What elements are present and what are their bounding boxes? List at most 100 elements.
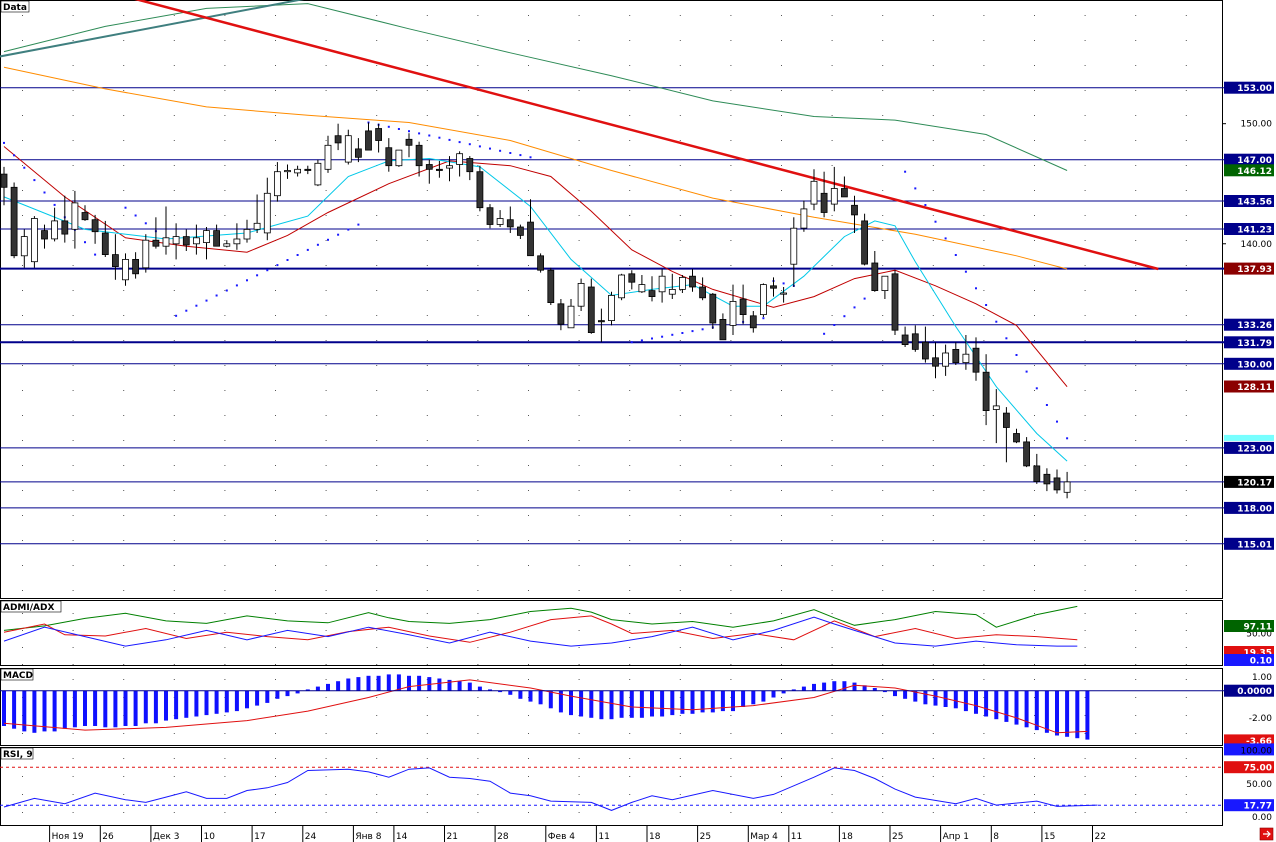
candle[interactable] bbox=[760, 283, 767, 317]
trend-line[interactable] bbox=[0, 0, 318, 58]
candle[interactable] bbox=[638, 275, 646, 293]
candle[interactable] bbox=[324, 135, 332, 173]
candle[interactable] bbox=[51, 207, 58, 242]
candle[interactable] bbox=[1043, 468, 1051, 492]
macd-panel[interactable]: 1.00 -2.00 0.0000 -3.66 MACD bbox=[0, 668, 1274, 756]
candle[interactable] bbox=[618, 273, 625, 301]
candle[interactable] bbox=[172, 223, 180, 260]
candle[interactable] bbox=[20, 229, 28, 268]
candle[interactable] bbox=[547, 267, 555, 305]
candle[interactable] bbox=[506, 206, 514, 234]
candle[interactable] bbox=[435, 160, 443, 178]
candle[interactable] bbox=[830, 166, 838, 212]
candle[interactable] bbox=[962, 335, 970, 370]
candle[interactable] bbox=[30, 216, 38, 268]
candle[interactable] bbox=[557, 299, 565, 331]
candle[interactable] bbox=[658, 269, 666, 303]
candle[interactable] bbox=[1003, 407, 1010, 463]
candle[interactable] bbox=[699, 277, 706, 301]
candle[interactable] bbox=[334, 123, 342, 151]
candle[interactable] bbox=[314, 159, 322, 187]
candle[interactable] bbox=[1063, 471, 1071, 499]
candle[interactable] bbox=[223, 240, 231, 248]
candle[interactable] bbox=[800, 200, 808, 232]
candle[interactable] bbox=[365, 122, 372, 151]
candle[interactable] bbox=[456, 151, 464, 177]
candle[interactable] bbox=[253, 194, 261, 234]
candle[interactable] bbox=[425, 159, 433, 184]
candle[interactable] bbox=[446, 156, 453, 182]
candle[interactable] bbox=[820, 171, 828, 218]
candle[interactable] bbox=[263, 177, 271, 241]
corner-menu-button[interactable] bbox=[1259, 827, 1274, 841]
candle[interactable] bbox=[810, 169, 818, 211]
candle[interactable] bbox=[0, 166, 8, 206]
candle[interactable] bbox=[71, 190, 79, 249]
candle[interactable] bbox=[496, 210, 504, 227]
candle[interactable] bbox=[91, 214, 99, 244]
candle[interactable] bbox=[952, 342, 960, 365]
candle[interactable] bbox=[648, 276, 656, 302]
candle[interactable] bbox=[476, 165, 484, 212]
candle[interactable] bbox=[192, 224, 200, 255]
candle[interactable] bbox=[527, 199, 534, 257]
candle[interactable] bbox=[790, 217, 798, 287]
candle[interactable] bbox=[537, 253, 544, 273]
candle[interactable] bbox=[608, 291, 615, 326]
candle[interactable] bbox=[162, 206, 170, 255]
candle[interactable] bbox=[881, 275, 889, 299]
candle[interactable] bbox=[871, 251, 879, 292]
candle[interactable] bbox=[861, 213, 868, 266]
candle[interactable] bbox=[142, 234, 150, 273]
candle[interactable] bbox=[415, 141, 423, 177]
candle[interactable] bbox=[182, 229, 190, 251]
candle[interactable] bbox=[132, 252, 140, 279]
candle[interactable] bbox=[122, 253, 129, 286]
candle[interactable] bbox=[679, 275, 686, 293]
candle[interactable] bbox=[294, 165, 302, 177]
candle[interactable] bbox=[273, 162, 281, 202]
candle[interactable] bbox=[891, 270, 899, 335]
candle[interactable] bbox=[942, 344, 949, 376]
candle[interactable] bbox=[375, 123, 383, 153]
candle[interactable] bbox=[486, 204, 494, 229]
candle[interactable] bbox=[780, 287, 787, 303]
candle[interactable] bbox=[598, 308, 605, 343]
candle[interactable] bbox=[10, 182, 18, 259]
candle[interactable] bbox=[1033, 453, 1041, 484]
candle[interactable] bbox=[689, 269, 696, 292]
candle[interactable] bbox=[628, 270, 636, 290]
candle[interactable] bbox=[1023, 437, 1030, 468]
candle[interactable] bbox=[81, 205, 89, 221]
candle[interactable] bbox=[344, 129, 352, 165]
price-panel[interactable]: 153.00 147.00 143.56 141.23 133.26 131.79 130.… bbox=[0, 0, 1274, 599]
candle[interactable] bbox=[729, 284, 737, 335]
candle[interactable] bbox=[61, 195, 69, 243]
candle[interactable] bbox=[770, 277, 777, 297]
candlesticks[interactable] bbox=[0, 122, 1071, 499]
candle[interactable] bbox=[567, 299, 575, 329]
candle[interactable] bbox=[203, 227, 210, 260]
candle[interactable] bbox=[719, 313, 727, 341]
candle[interactable] bbox=[1053, 469, 1061, 494]
candle[interactable] bbox=[112, 234, 119, 280]
candle[interactable] bbox=[405, 133, 413, 158]
trend-line[interactable] bbox=[126, 0, 1159, 271]
rsi-panel[interactable]: 100.00 50.00 0.00 75.00 17.77 RSI, 9 bbox=[0, 747, 1274, 826]
candle[interactable] bbox=[304, 165, 312, 175]
candle[interactable] bbox=[982, 354, 990, 426]
candle[interactable] bbox=[354, 138, 362, 163]
candle[interactable] bbox=[992, 389, 1000, 444]
candle[interactable] bbox=[972, 337, 980, 381]
candle[interactable] bbox=[932, 342, 939, 379]
candle[interactable] bbox=[233, 223, 241, 250]
candle[interactable] bbox=[41, 224, 48, 249]
candle[interactable] bbox=[385, 138, 393, 172]
candle[interactable] bbox=[243, 219, 251, 243]
candle[interactable] bbox=[395, 149, 403, 167]
candle[interactable] bbox=[466, 156, 474, 181]
candle[interactable] bbox=[851, 195, 858, 233]
candle[interactable] bbox=[739, 284, 747, 325]
